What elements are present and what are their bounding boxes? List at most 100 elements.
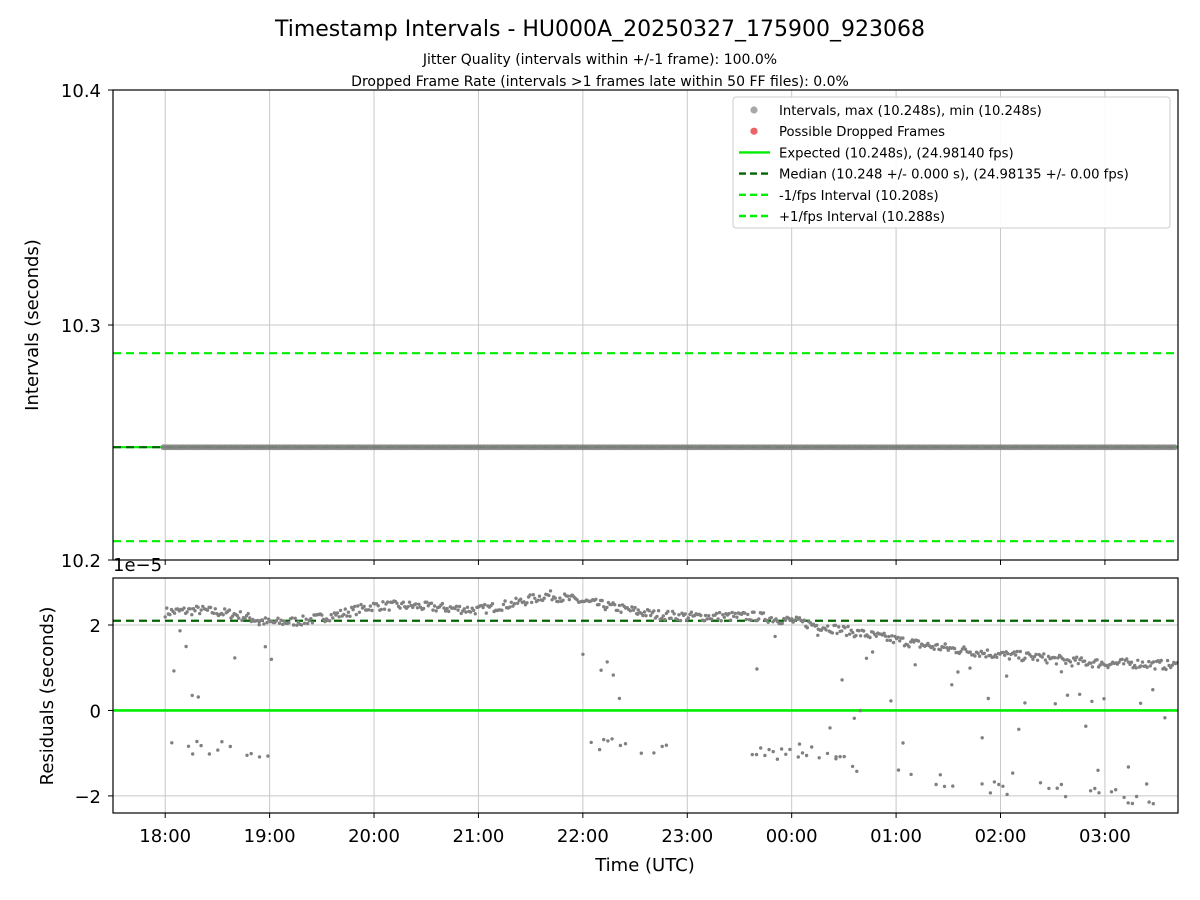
residual-point [763,753,767,758]
residual-point [887,634,891,639]
residual-point [817,756,821,760]
residual-point [260,618,264,622]
residual-point [257,755,262,759]
residual-point [631,608,636,612]
residual-point [602,605,606,609]
residual-point [858,634,863,638]
residual-point [714,611,719,616]
residuals-y-tick-label: 2 [90,616,101,637]
residual-point [1140,660,1145,664]
residual-point [1005,792,1009,797]
residual-point [425,600,429,604]
residual-point [170,741,174,745]
residual-point [1145,665,1149,669]
residual-point [630,605,634,609]
residual-point [602,737,606,742]
residual-point [733,611,737,616]
residual-point [805,626,809,630]
residual-point [1055,786,1059,790]
residual-point [885,638,889,642]
residual-point [783,618,788,622]
residual-point [329,613,333,617]
residual-point [670,609,675,614]
residual-point [716,617,720,621]
residual-point [883,634,888,638]
residual-point [678,618,683,623]
residual-point [855,769,859,773]
residual-point [1003,653,1007,657]
residual-point [328,619,332,623]
residual-point [515,601,520,605]
residual-point [406,605,410,609]
residual-point [447,609,451,614]
residual-point [815,623,819,628]
residual-point [784,752,788,756]
residual-point [935,642,939,647]
residual-point [277,621,282,625]
residual-point [310,621,315,625]
residual-point [830,631,835,635]
residual-point [269,657,274,661]
residual-point [536,598,540,602]
residual-point [1075,655,1079,659]
residual-point [465,605,470,609]
residual-point [429,601,434,605]
residual-point [359,602,363,607]
residual-point [980,736,984,740]
residual-point [337,615,341,619]
residual-point [918,645,922,649]
residual-point [732,614,736,619]
residual-point [454,604,459,608]
x-tick-label: 21:00 [453,826,505,847]
legend-label: Expected (10.248s), (24.98140 fps) [779,146,1014,161]
residuals-reference-lines [113,619,1178,712]
residual-point [618,743,623,748]
residual-point [997,782,1001,787]
residual-point [263,616,268,620]
residual-point [797,742,802,746]
residual-point [932,647,936,651]
residual-point [459,611,463,616]
residual-point [1065,693,1070,697]
residual-point [835,631,839,636]
residual-point [468,610,473,614]
residual-point [644,614,648,618]
residual-point [1129,660,1134,664]
residual-point [1082,659,1087,663]
residual-point [851,631,855,635]
residual-point [1011,771,1015,775]
residual-point [342,612,346,617]
residual-point [896,635,900,640]
residual-point [1109,790,1114,794]
residual-point [1084,724,1088,728]
x-tick-label: 18:00 [139,826,191,847]
residual-point [647,609,651,613]
residual-point [642,610,647,614]
residual-point [293,616,297,620]
residual-point [417,602,421,606]
residual-point [508,605,512,609]
x-tick-label: 23:00 [661,826,713,847]
residual-point [343,607,347,611]
residual-point [353,604,357,609]
residual-point [636,612,640,616]
residual-point [862,629,866,633]
residual-point [537,594,542,598]
intervals-panel: 10.2 10.3 10.4 Intervals (seconds) Interva… [22,81,1179,572]
residual-point [686,616,690,620]
residual-point [943,642,947,646]
residual-point [968,650,972,654]
legend-label: Intervals, max (10.248s), min (10.248s) [779,104,1042,119]
legend-label: Possible Dropped Frames [779,125,945,140]
residual-point [331,616,335,620]
residual-point [1078,692,1082,696]
x-tick-label: 19:00 [244,826,296,847]
residual-point [1159,658,1164,663]
residual-point [1090,665,1095,669]
residual-point [462,607,466,611]
residual-point [407,600,412,604]
residual-point [771,749,775,754]
residual-point [548,589,553,593]
residual-point [1053,656,1057,660]
